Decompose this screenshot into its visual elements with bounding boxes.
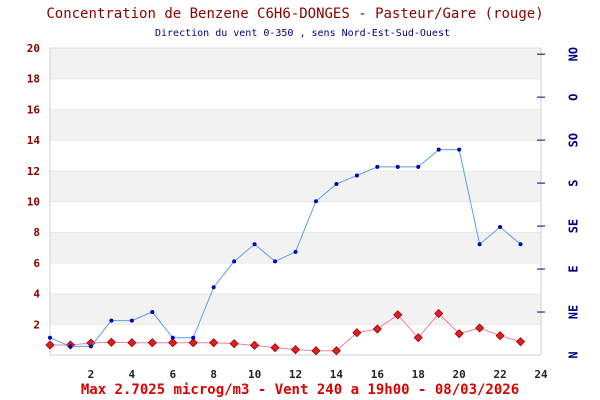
y-tick-label: 4 <box>33 288 40 301</box>
x-tick-label: 2 <box>88 368 95 381</box>
y-tick-label: 6 <box>33 257 40 270</box>
grid-band <box>50 232 541 263</box>
series-line <box>49 149 521 347</box>
data-point <box>518 242 523 247</box>
y2-tick-label: SO <box>567 133 581 147</box>
y2-tick-label: SE <box>567 219 581 233</box>
data-point <box>45 340 55 350</box>
x-tick-label: 12 <box>289 368 302 381</box>
y2-tick-label: N <box>567 351 581 358</box>
y-tick-label: 10 <box>27 196 40 209</box>
chart-title: Concentration de Benzene C6H6-DONGES - P… <box>46 6 544 22</box>
data-point <box>129 318 134 323</box>
y2-tick-label: S <box>567 179 581 186</box>
data-point <box>352 328 362 338</box>
data-point <box>191 335 196 340</box>
x-tick-label: 8 <box>210 368 217 381</box>
data-point <box>293 249 298 254</box>
data-point <box>436 147 441 152</box>
grid-band <box>50 109 541 141</box>
x-tick-label: 22 <box>493 368 506 381</box>
data-point <box>375 164 380 169</box>
data-point <box>413 333 423 343</box>
y2-tick-label: NE <box>567 305 581 319</box>
y-tick-label: 14 <box>27 134 41 147</box>
data-point <box>147 338 157 348</box>
chart-footer: Max 2.7025 microg/m3 - Vent 240 a 19h00 … <box>80 382 520 398</box>
data-point <box>168 338 178 348</box>
y2-tick-label: NO <box>567 47 581 61</box>
data-point <box>454 329 464 339</box>
data-point <box>457 147 462 152</box>
data-point <box>68 344 73 349</box>
data-point <box>188 338 198 348</box>
x-tick-label: 4 <box>129 368 136 381</box>
grid-band <box>50 140 541 171</box>
data-point <box>88 344 93 349</box>
data-point <box>150 310 155 315</box>
data-point <box>475 323 485 333</box>
data-point <box>170 335 175 340</box>
x-tick-label: 18 <box>412 368 425 381</box>
y-tick-label: 8 <box>33 226 40 239</box>
data-point <box>334 182 339 187</box>
x-tick-label: 10 <box>248 368 261 381</box>
data-point <box>416 164 421 169</box>
x-tick-label: 6 <box>169 368 176 381</box>
data-point <box>395 164 400 169</box>
data-point <box>250 340 260 350</box>
data-point <box>313 199 318 204</box>
y-tick-label: 16 <box>27 103 41 116</box>
y-tick-label: 2 <box>33 318 40 331</box>
data-point <box>106 337 116 347</box>
data-point <box>393 310 403 320</box>
chart-subtitle: Direction du vent 0-350 , sens Nord-Est-… <box>154 28 450 39</box>
y-tick-label: 18 <box>27 73 40 86</box>
data-point <box>354 173 359 178</box>
grid-band <box>50 78 541 110</box>
data-point <box>127 338 137 348</box>
data-point <box>209 338 219 348</box>
y2-tick-label: E <box>567 265 581 272</box>
grid-band <box>50 48 541 79</box>
data-point <box>434 308 444 319</box>
grid-band <box>50 201 541 233</box>
data-point <box>290 345 301 355</box>
data-point <box>232 259 237 264</box>
grid-band <box>50 170 541 202</box>
x-tick-label: 16 <box>371 368 385 381</box>
data-point <box>498 225 503 230</box>
data-point <box>477 242 482 247</box>
x-tick-label: 24 <box>534 368 548 381</box>
grid-band <box>50 262 541 294</box>
data-point <box>270 343 280 353</box>
data-point <box>109 318 114 323</box>
x-tick-label: 14 <box>330 368 344 381</box>
data-point <box>495 331 505 341</box>
y-tick-label: 12 <box>27 165 40 178</box>
x-tick-label: 20 <box>453 368 466 381</box>
data-point <box>372 324 382 334</box>
data-point <box>311 346 321 356</box>
data-point <box>229 339 239 349</box>
data-point <box>273 259 278 264</box>
grid-band <box>50 293 541 325</box>
data-point <box>211 285 216 290</box>
data-point <box>48 335 52 340</box>
data-point <box>252 242 257 247</box>
data-point <box>515 337 526 347</box>
data-point <box>331 346 341 356</box>
y-tick-label: 20 <box>27 42 40 55</box>
y2-tick-label: O <box>567 94 581 101</box>
